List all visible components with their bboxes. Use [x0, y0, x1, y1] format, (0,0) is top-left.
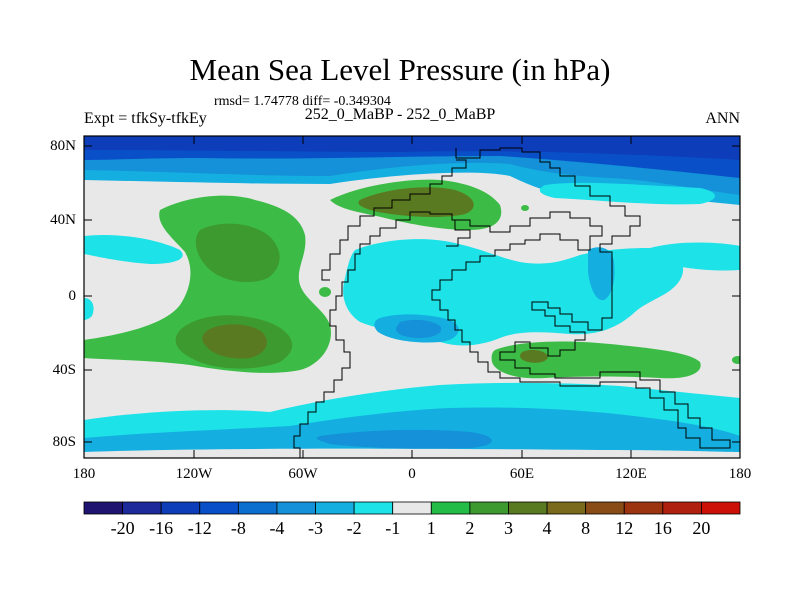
colorbar-swatch — [701, 501, 741, 515]
pangea-coastline-north — [321, 159, 467, 281]
experiment-period-label: 252_0_MaBP - 252_0_MaBP — [304, 106, 496, 123]
colorbar-label: 12 — [615, 518, 634, 538]
colorbar-swatch — [122, 501, 162, 515]
colorbar-swatch — [469, 501, 509, 515]
map-plot-area — [84, 136, 740, 458]
y-tick-label: 80N — [50, 138, 76, 154]
colorbar-label: -2 — [346, 518, 362, 538]
colorbar-label: -16 — [149, 518, 174, 538]
colorbar-swatch — [585, 501, 625, 515]
small-high-dot — [521, 205, 529, 211]
colorbar-swatch — [276, 501, 316, 515]
east-tethys-low — [588, 247, 615, 301]
north-polar-deep-low-core — [84, 136, 740, 160]
colorbar-label: -12 — [187, 518, 212, 538]
colorbar-label: 2 — [465, 518, 475, 538]
colorbar-label: 8 — [581, 518, 591, 538]
x-tick-label: 120W — [175, 466, 213, 482]
arctic-cyan-patch — [539, 182, 715, 205]
colorbar-label: -3 — [308, 518, 324, 538]
tethys-low-core — [395, 319, 442, 338]
y-tick-label: 0 — [68, 288, 77, 304]
x-tick-label: 180 — [728, 466, 752, 482]
colorbar-label: 1 — [426, 518, 436, 538]
west-equatorial-low — [84, 298, 94, 320]
eastern-pacific-high-north-core — [195, 223, 280, 283]
colorbar-swatch — [353, 501, 394, 515]
colorbar-label: 4 — [542, 518, 552, 538]
x-tick-label: 60E — [509, 466, 535, 482]
northern-pangea-high-core — [358, 187, 474, 218]
stats-label: rmsd= 1.74778 diff= -0.349304 — [214, 94, 391, 109]
tethys-inner-coast — [446, 220, 471, 247]
colorbar-label: 20 — [692, 518, 711, 538]
colorbar-swatch — [662, 501, 702, 515]
season-label: ANN — [705, 110, 740, 127]
y-tick-label: 80S — [52, 434, 76, 450]
colorbar-label: 16 — [653, 518, 672, 538]
small-high-patch — [319, 287, 331, 297]
x-tick-label: 0 — [408, 466, 416, 482]
west-panthalassa-low — [84, 234, 183, 264]
colorbar-swatch — [546, 501, 587, 515]
colorbar-swatch — [199, 501, 239, 515]
southern-ocean-low-core — [316, 429, 492, 449]
eastern-pacific-high-south-peak — [202, 324, 267, 359]
southern-high-belt — [491, 341, 701, 379]
colorbar-swatch — [623, 501, 664, 515]
southern-high-belt-core — [520, 349, 548, 363]
y-tick-label: 40N — [50, 212, 76, 228]
colorbar-label: -8 — [230, 518, 246, 538]
x-tick-label: 60W — [288, 466, 318, 482]
colorbar-label: 3 — [503, 518, 513, 538]
colorbar-swatch — [83, 501, 123, 515]
axis-ticks — [84, 136, 740, 458]
colorbar-label: -1 — [385, 518, 401, 538]
x-tick-label: 180 — [72, 466, 96, 482]
map-title: Mean Sea Level Pressure (in hPa) — [189, 52, 611, 87]
experiment-label: Expt = tfkSy-tfkEy — [84, 110, 207, 127]
y-tick-label: 40S — [52, 362, 76, 378]
pangea-coastline — [293, 147, 731, 458]
colorbar — [83, 501, 741, 515]
colorbar-swatch — [237, 501, 278, 515]
colorbar-label: -20 — [110, 518, 135, 538]
colorbar-swatch — [508, 501, 548, 515]
small-south-high-patch — [732, 356, 740, 364]
colorbar-swatch — [392, 501, 432, 515]
x-tick-label: 120E — [615, 466, 647, 482]
east-panthalassa-low — [650, 242, 740, 271]
colorbar-swatch — [160, 501, 201, 515]
colorbar-swatch — [430, 501, 471, 515]
colorbar-label: -4 — [269, 518, 285, 538]
colorbar-swatch — [315, 501, 355, 515]
